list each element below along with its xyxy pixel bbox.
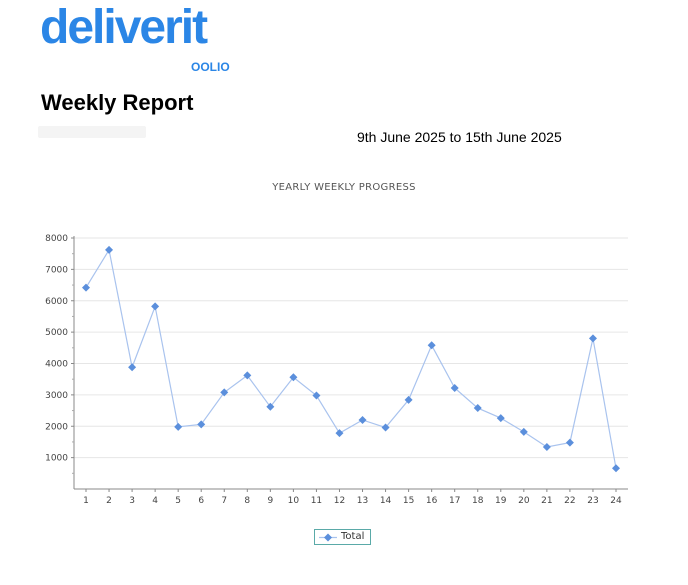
- y-tick-label: 2000: [45, 422, 68, 432]
- legend-marker-icon: [319, 533, 337, 542]
- data-point: [358, 415, 367, 424]
- data-point: [542, 442, 551, 451]
- x-tick-label: 9: [267, 496, 273, 506]
- x-tick-label: 19: [495, 496, 507, 506]
- data-point: [496, 414, 505, 423]
- data-point: [312, 391, 321, 400]
- x-tick-label: 23: [587, 496, 598, 506]
- x-tick-label: 20: [518, 496, 530, 506]
- data-point: [197, 420, 206, 429]
- data-point: [450, 383, 459, 392]
- chart-legend: Total: [314, 529, 371, 545]
- y-tick-label: 6000: [45, 297, 68, 307]
- x-tick-label: 24: [610, 496, 622, 506]
- deliverit-logo: deliverit OOLIO: [40, 1, 230, 75]
- x-tick-label: 21: [541, 496, 552, 506]
- y-tick-label: 5000: [45, 328, 68, 338]
- data-point: [128, 363, 137, 372]
- x-tick-label: 17: [449, 496, 460, 506]
- y-tick-label: 8000: [45, 234, 68, 244]
- data-point: [220, 388, 229, 397]
- data-point: [612, 464, 620, 473]
- chart-title: YEARLY WEEKLY PROGRESS: [272, 182, 416, 193]
- y-tick-label: 1000: [45, 454, 68, 464]
- x-tick-label: 14: [380, 496, 392, 506]
- data-point: [473, 404, 482, 413]
- x-tick-label: 6: [198, 496, 204, 506]
- x-tick-label: 13: [357, 496, 368, 506]
- x-tick-label: 10: [288, 496, 300, 506]
- data-point: [289, 373, 298, 382]
- x-tick-label: 8: [244, 496, 250, 506]
- logo-wordmark: deliverit: [40, 1, 208, 54]
- data-point: [151, 302, 160, 311]
- series-line-total: [85, 248, 617, 469]
- x-tick-label: 2: [106, 496, 112, 506]
- x-tick-label: 15: [403, 496, 414, 506]
- data-point: [266, 402, 275, 411]
- data-point: [174, 422, 183, 431]
- logo-subbrand: OOLIO: [191, 60, 230, 74]
- data-point: [519, 427, 528, 436]
- x-tick-label: 7: [221, 496, 227, 506]
- data-point: [243, 371, 252, 380]
- x-tick-label: 22: [564, 496, 575, 506]
- data-point: [381, 423, 390, 432]
- x-tick-label: 16: [426, 496, 438, 506]
- x-tick-label: 12: [334, 496, 345, 506]
- data-point: [404, 395, 413, 404]
- x-tick-label: 18: [472, 496, 484, 506]
- report-title: Weekly Report: [41, 90, 194, 115]
- y-tick-label: 3000: [45, 391, 68, 401]
- data-point: [565, 438, 574, 447]
- x-tick-label: 11: [311, 496, 322, 506]
- data-point: [588, 334, 597, 343]
- data-point: [427, 341, 436, 350]
- x-tick-label: 3: [129, 496, 135, 506]
- y-tick-label: 7000: [45, 265, 68, 275]
- date-range: 9th June 2025 to 15th June 2025: [357, 129, 562, 145]
- x-tick-label: 1: [83, 496, 89, 506]
- data-point: [105, 245, 114, 254]
- redacted-text: [38, 126, 146, 138]
- x-tick-label: 4: [152, 496, 158, 506]
- y-tick-label: 4000: [45, 360, 68, 370]
- x-tick-label: 5: [175, 496, 181, 506]
- data-point: [335, 429, 344, 438]
- data-point: [82, 283, 90, 292]
- legend-label: Total: [341, 531, 365, 542]
